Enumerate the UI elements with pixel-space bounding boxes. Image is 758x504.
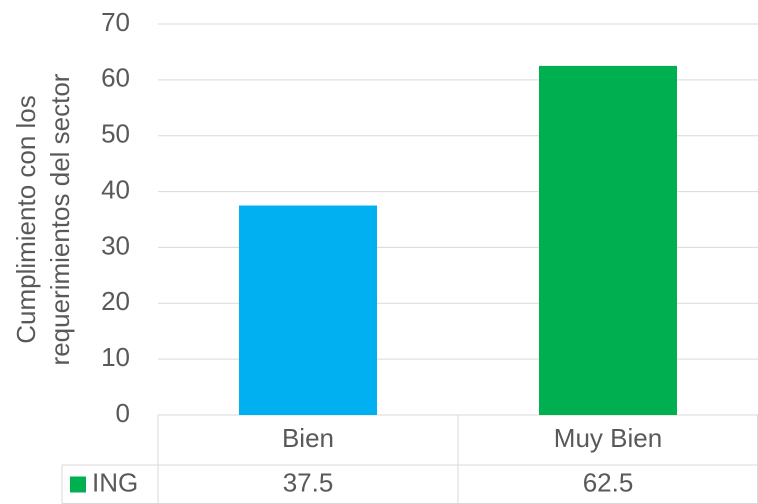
bar <box>239 205 377 415</box>
y-tick-label: 60 <box>101 63 130 93</box>
table-value: 62.5 <box>583 467 634 497</box>
y-tick-label: 70 <box>101 7 130 37</box>
legend-key <box>70 476 86 493</box>
y-tick-label: 30 <box>101 230 130 260</box>
y-axis-title-line: Cumplimiento con los <box>11 95 41 344</box>
x-tick-label: Muy Bien <box>554 423 662 453</box>
y-tick-label: 50 <box>101 119 130 149</box>
table-value: 37.5 <box>283 467 334 497</box>
legend-label: ING <box>92 467 138 497</box>
y-axis-title-line: requerimientos del sector <box>45 73 75 365</box>
y-tick-label: 20 <box>101 286 130 316</box>
y-tick-label: 10 <box>101 342 130 372</box>
y-axis-title: Cumplimiento con los requerimientos del s… <box>11 73 75 365</box>
x-tick-label: Bien <box>282 423 334 453</box>
y-tick-label: 40 <box>101 174 130 204</box>
y-tick-label: 0 <box>116 398 130 428</box>
bar <box>539 65 677 416</box>
